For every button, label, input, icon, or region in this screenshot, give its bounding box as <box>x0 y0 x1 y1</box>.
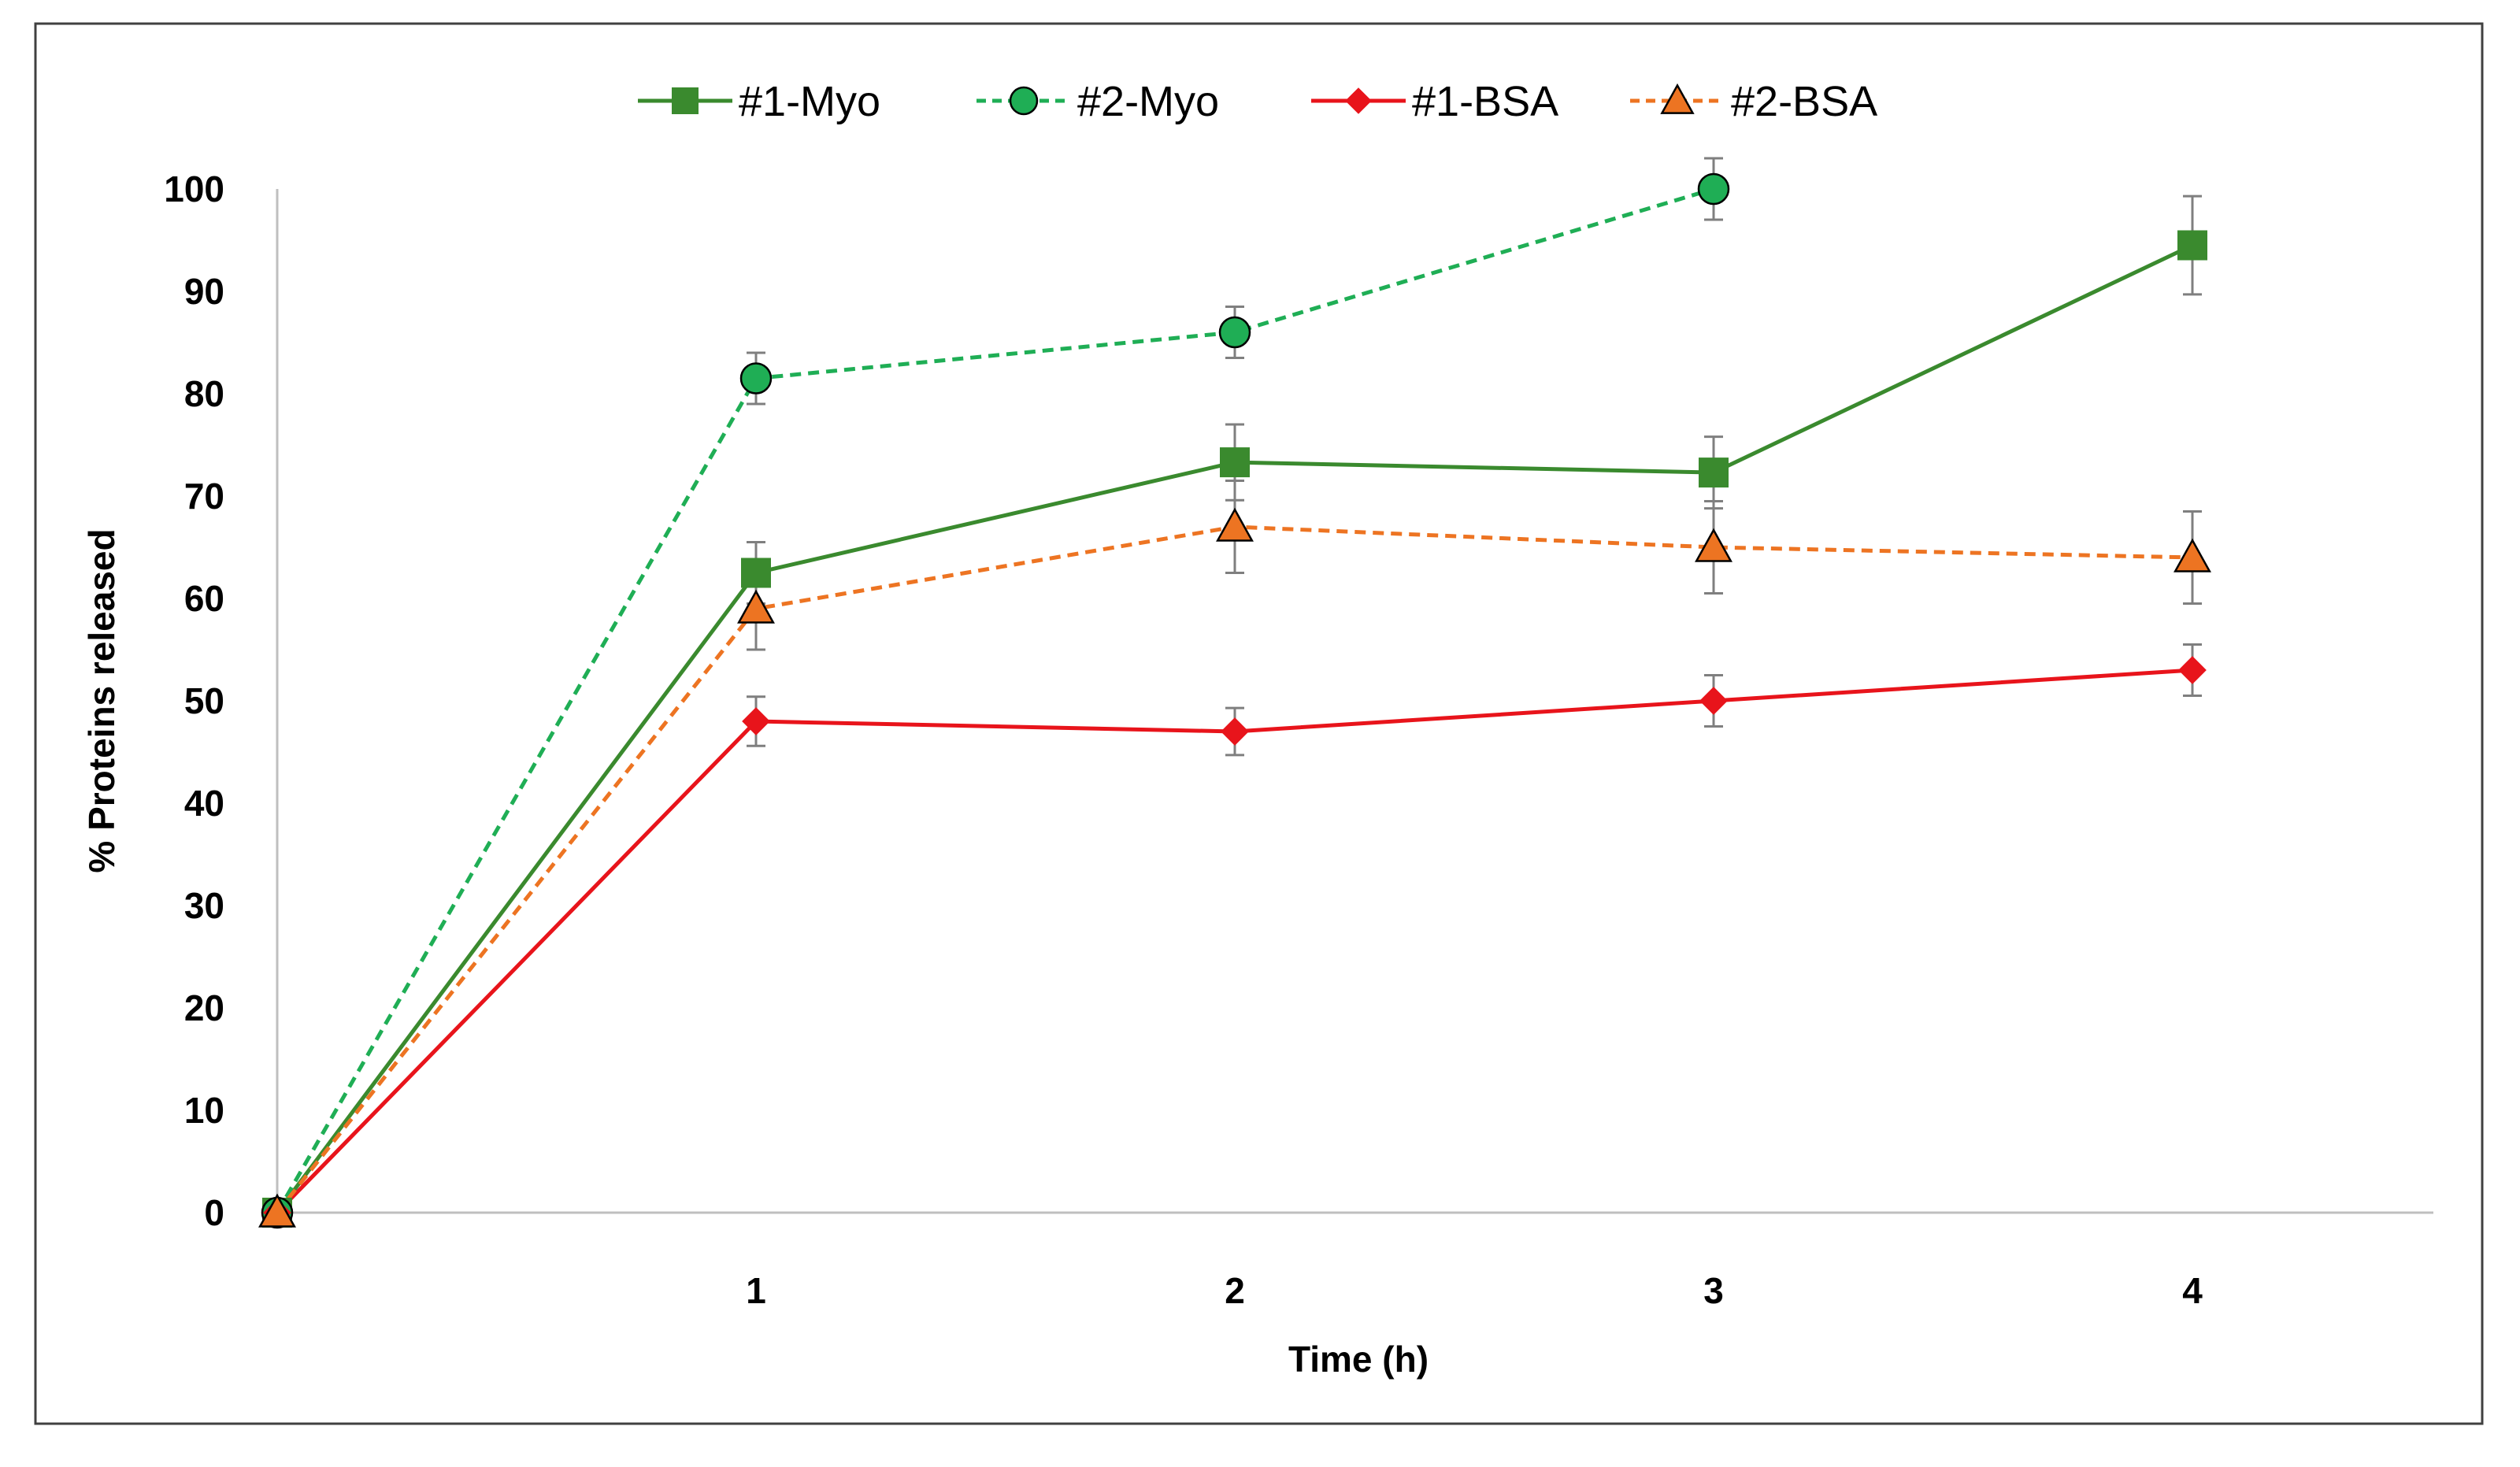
y-tick-label: 70 <box>184 476 224 517</box>
series-1-myo-marker <box>2177 230 2207 261</box>
axes <box>276 189 2433 1214</box>
series-2-bsa-marker <box>1216 507 1254 542</box>
x-tick-label: 3 <box>1703 1270 1724 1311</box>
y-tick-label: 0 <box>204 1192 224 1233</box>
series-1-myo-legend-marker <box>672 87 699 114</box>
series-2-bsa-marker <box>2174 538 2211 572</box>
series-1-myo-marker <box>1220 447 1250 478</box>
series-2-myo-marker <box>1697 172 1730 206</box>
series-1-myo-marker <box>741 558 771 588</box>
y-tick-label: 10 <box>184 1090 224 1131</box>
series-1-bsa-legend-marker <box>1345 87 1372 114</box>
series-2-myo-marker <box>1218 316 1251 349</box>
y-tick-label: 20 <box>184 987 224 1028</box>
series-1-bsa-marker <box>1699 687 1728 715</box>
series-2-bsa-marker <box>737 589 775 624</box>
error-bars <box>747 157 2202 757</box>
series-1-myo-legend-entry: #1-Myo <box>638 78 880 125</box>
series-2-bsa-marker <box>1695 528 1732 562</box>
series-2-myo-legend-label: #2-Myo <box>1077 78 1219 125</box>
series-2-myo-legend-entry: #2-Myo <box>976 78 1219 125</box>
y-tick-label: 30 <box>184 885 224 926</box>
y-tick-label: 100 <box>164 169 224 209</box>
y-tick-label: 80 <box>184 373 224 414</box>
tick-labels: 0 10 20 30 40 50 60 70 80 90 100 1 2 3 4 <box>164 169 2203 1311</box>
series-1-bsa-marker <box>1221 717 1249 746</box>
series-markers <box>258 172 2211 1229</box>
legend: #1-Myo #2-Myo #1-BSA #2-BSA <box>638 78 1877 125</box>
series-1-myo-legend-label: #1-Myo <box>739 78 880 125</box>
x-tick-label: 2 <box>1225 1270 1245 1311</box>
series-2-bsa-legend-label: #2-BSA <box>1731 78 1877 125</box>
y-tick-label: 50 <box>184 680 224 721</box>
series-2-myo-legend-marker <box>1009 86 1039 116</box>
y-tick-label: 40 <box>184 783 224 824</box>
y-tick-label: 60 <box>184 578 224 619</box>
series-2-bsa-legend-marker <box>1660 83 1695 114</box>
series-1-bsa-marker <box>742 707 770 735</box>
series-2-myo-marker <box>739 362 773 395</box>
x-axis-title: Time (h) <box>1288 1339 1429 1380</box>
chart-frame <box>34 22 2484 1425</box>
series-2-myo-line <box>275 187 1714 1214</box>
x-tick-label: 1 <box>746 1270 766 1311</box>
y-tick-label: 90 <box>184 271 224 312</box>
series-1-bsa-marker <box>2178 656 2207 684</box>
series-1-bsa-legend-entry: #1-BSA <box>1311 78 1558 125</box>
x-tick-label: 4 <box>2182 1270 2203 1311</box>
series-2-bsa-legend-entry: #2-BSA <box>1630 78 1877 125</box>
series-1-bsa-legend-label: #1-BSA <box>1412 78 1558 125</box>
y-axis-title: % Proteins released <box>81 528 122 872</box>
series-2-bsa-marker <box>258 1193 296 1228</box>
series-1-myo-marker <box>1699 458 1729 488</box>
